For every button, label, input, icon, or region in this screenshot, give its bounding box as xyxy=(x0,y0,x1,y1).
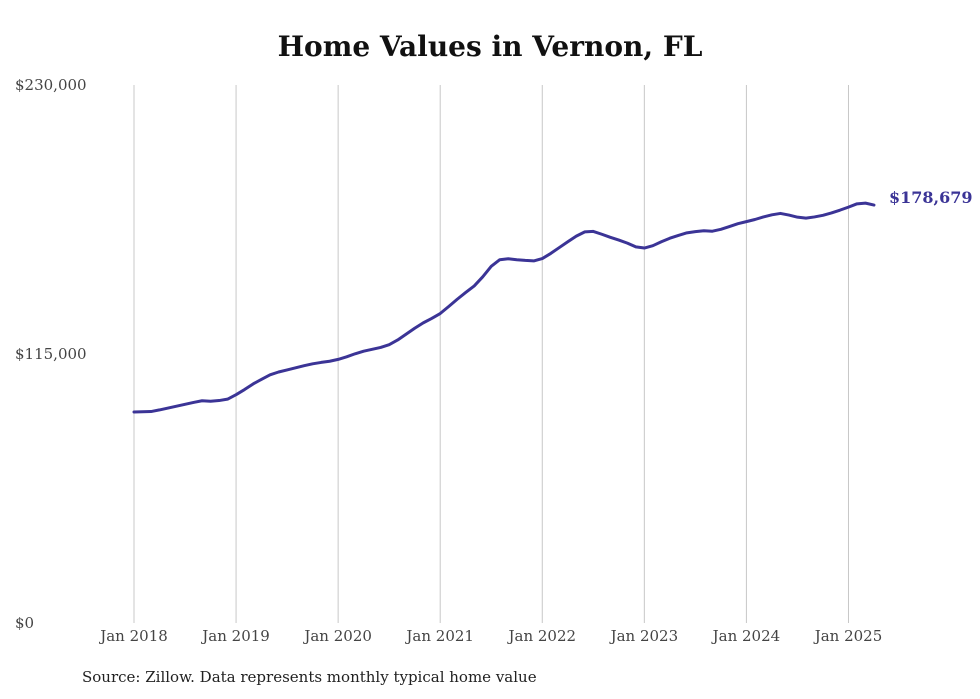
end-value-label-group: $178,679 xyxy=(889,188,973,207)
y-axis-ticks: $0 $115,000 $230,000 xyxy=(15,76,87,632)
chart-title: Home Values in Vernon, FL xyxy=(277,30,703,63)
y-tick-label: $0 xyxy=(15,614,34,632)
x-tick-label: Jan 2024 xyxy=(711,627,781,645)
x-tick-label: Jan 2023 xyxy=(609,627,679,645)
x-tick-label: Jan 2020 xyxy=(302,627,372,645)
y-tick-label: $115,000 xyxy=(15,345,87,363)
gridlines xyxy=(133,85,849,623)
x-tick-label: Jan 2019 xyxy=(200,627,270,645)
x-tick-label: Jan 2022 xyxy=(506,627,576,645)
x-tick-label: Jan 2021 xyxy=(404,627,474,645)
end-value-label: $178,679 xyxy=(889,188,973,207)
series-line xyxy=(132,201,876,414)
series-line-group xyxy=(132,201,876,414)
x-tick-label: Jan 2018 xyxy=(98,627,168,645)
x-axis-ticks: Jan 2018 Jan 2019 Jan 2020 Jan 2021 Jan 2022… xyxy=(98,627,882,645)
x-tick-label: Jan 2025 xyxy=(813,627,883,645)
y-tick-label: $230,000 xyxy=(15,76,87,94)
source-note: Source: Zillow. Data represents monthly … xyxy=(82,668,537,686)
